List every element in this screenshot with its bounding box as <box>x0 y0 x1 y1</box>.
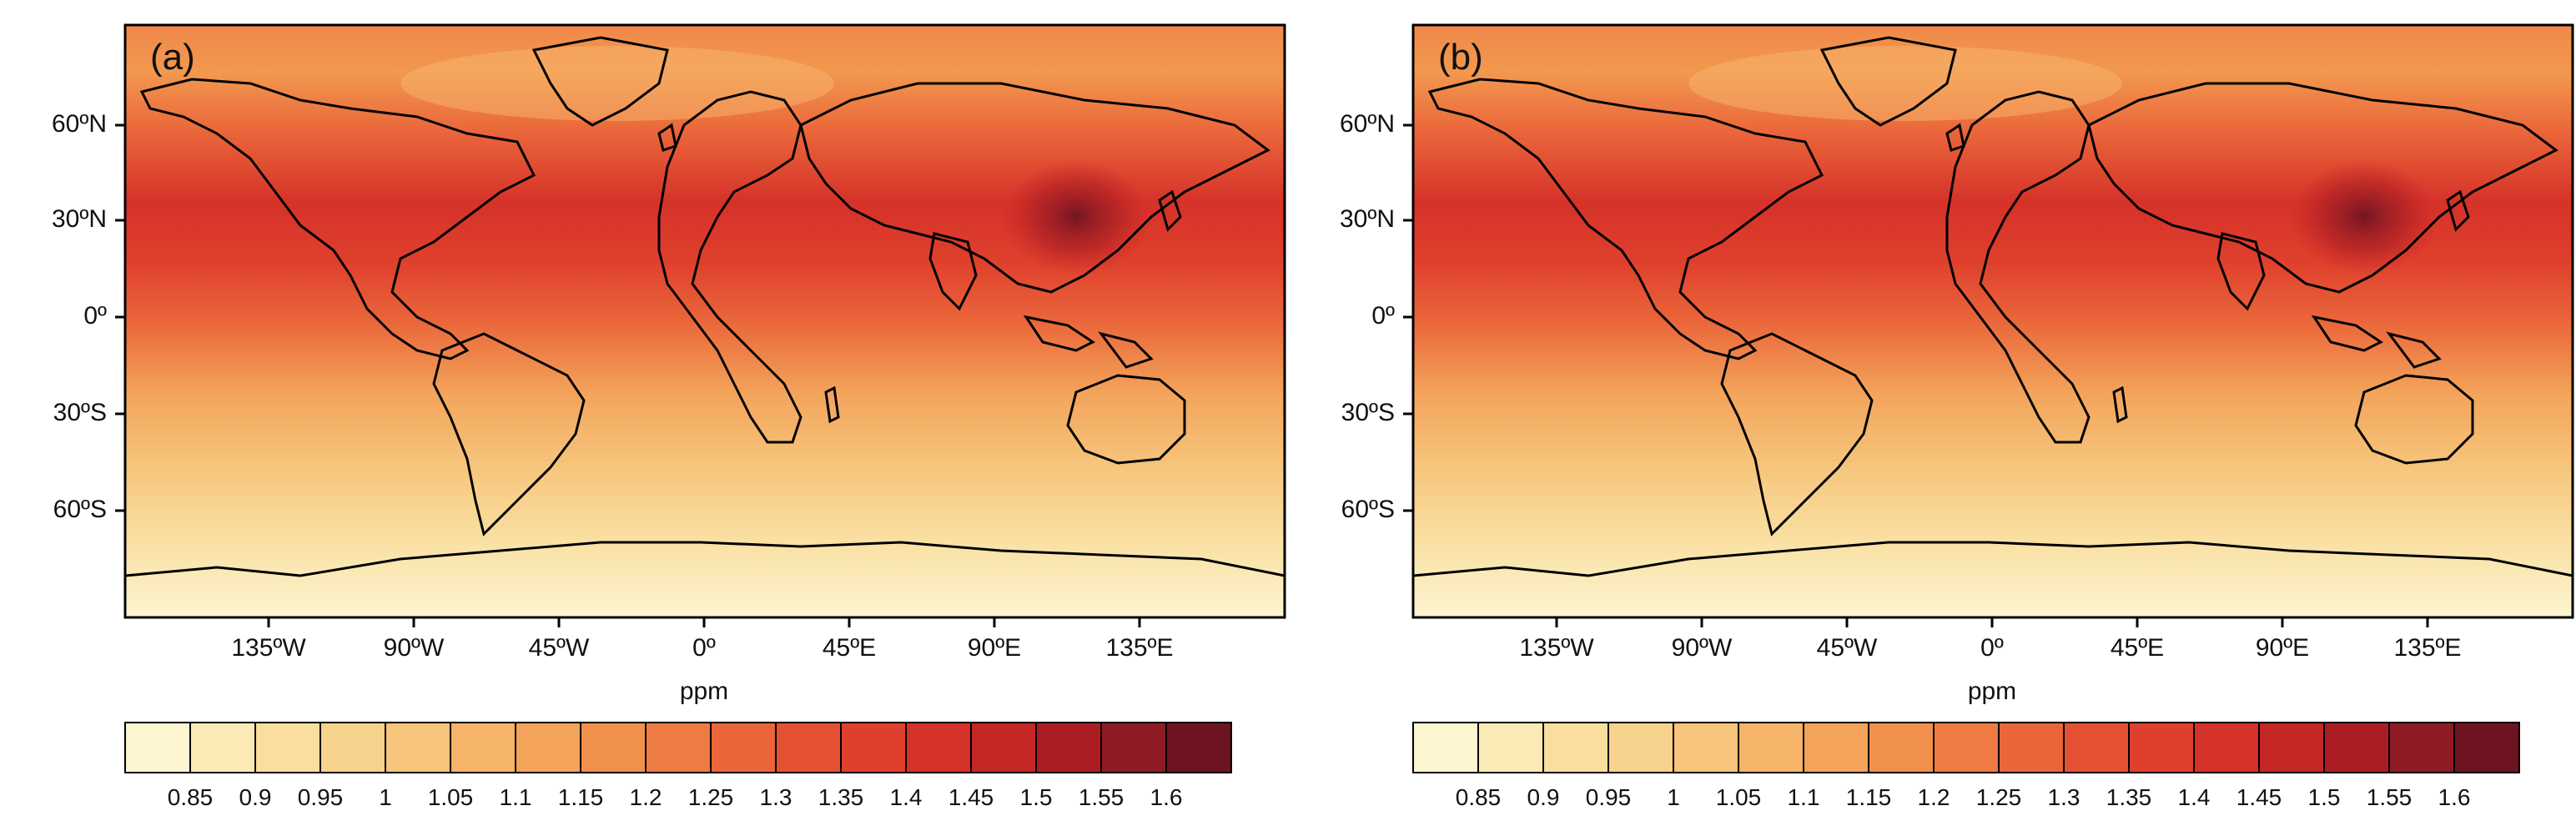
panel-label: (b) <box>1438 37 1483 78</box>
lat-label: 60ºN <box>52 110 107 138</box>
colorbar-tick: 0.9 <box>239 784 272 810</box>
colorbar-tick: 1.1 <box>1787 784 1820 810</box>
colorbar-tick: 1.15 <box>557 784 604 810</box>
colorbar-tick: 1.5 <box>1019 784 1053 810</box>
colorbar-tick: 1.45 <box>948 784 994 810</box>
colorbar-tick: 1.25 <box>687 784 734 810</box>
colorbar-tick: 1.35 <box>818 784 864 810</box>
lat-label: 30ºS <box>1341 399 1395 426</box>
lon-label: 90ºE <box>967 634 1022 662</box>
lat-label: 0º <box>1371 302 1395 330</box>
lon-label: 45ºW <box>1816 634 1878 662</box>
colorbar-tick: 1.6 <box>2438 784 2471 810</box>
colorbar <box>1412 722 2520 773</box>
colorbar-tick: 1.6 <box>1150 784 1183 810</box>
colorbar-tick: 1.3 <box>2047 784 2080 810</box>
axis-ticks <box>1403 123 2429 627</box>
colorbar-tick: 1.4 <box>2177 784 2211 810</box>
lat-label: 60ºN <box>1340 110 1395 138</box>
colorbar-tick: 1.2 <box>629 784 662 810</box>
colorbar-tick: 1.35 <box>2106 784 2152 810</box>
colorbar-tick: 1 <box>379 784 392 810</box>
colorbar-tick: 1.3 <box>759 784 792 810</box>
lon-label: 0º <box>692 634 716 662</box>
lon-label: 135ºE <box>2393 634 2462 662</box>
lon-label: 90ºW <box>1671 634 1733 662</box>
lon-label: 90ºW <box>383 634 445 662</box>
colorbar-unit: ppm <box>679 677 729 705</box>
high-latitude-minimum <box>1688 46 2122 121</box>
colorbar-tick: 0.85 <box>167 784 214 810</box>
colorbar-unit: ppm <box>1967 677 2017 705</box>
colorbar-tick: 1.1 <box>499 784 532 810</box>
colorbar-tick: 0.85 <box>1455 784 1502 810</box>
colorbar-tick: 1.05 <box>427 784 474 810</box>
colorbar <box>124 722 1232 773</box>
lat-label: 60ºS <box>53 496 107 523</box>
lat-label: 30ºN <box>1340 205 1395 233</box>
panel-label: (a) <box>150 37 195 78</box>
colorbar-tick: 1 <box>1667 784 1680 810</box>
lon-label: 45ºE <box>2110 634 2165 662</box>
lat-label: 30ºN <box>52 205 107 233</box>
colorbar-tick: 1.25 <box>1975 784 2022 810</box>
colorbar-tick: 1.55 <box>1078 784 1124 810</box>
high-latitude-minimum <box>400 46 834 121</box>
lon-label: 135ºE <box>1105 634 1174 662</box>
lat-label: 30ºS <box>53 399 107 426</box>
lon-label: 135ºW <box>231 634 306 662</box>
map-figure <box>1403 23 2574 773</box>
lat-label: 0º <box>83 302 107 330</box>
lon-label: 90ºE <box>2255 634 2310 662</box>
map-panel-b: (b) 60ºN 30ºN 0º 30ºS 60ºS 135ºW 90ºW 45… <box>1288 0 2576 826</box>
lon-label: 45ºW <box>528 634 590 662</box>
lon-label: 0º <box>1980 634 2004 662</box>
coastlines <box>125 36 1285 577</box>
colorbar-tick: 0.95 <box>1585 784 1632 810</box>
coastlines <box>1413 36 2573 577</box>
lon-label: 45ºE <box>822 634 877 662</box>
east-asia-maximum <box>1001 159 1151 275</box>
concentration-field <box>1413 25 2573 617</box>
colorbar-tick: 0.95 <box>297 784 344 810</box>
colorbar-tick: 1.15 <box>1845 784 1892 810</box>
lat-label: 60ºS <box>1341 496 1395 523</box>
colorbar-tick: 1.55 <box>2366 784 2412 810</box>
lon-label: 135ºW <box>1519 634 1594 662</box>
colorbar-tick: 1.4 <box>889 784 923 810</box>
axis-ticks <box>115 123 1141 627</box>
east-asia-maximum <box>2289 159 2439 275</box>
colorbar-tick: 1.05 <box>1715 784 1762 810</box>
colorbar-tick: 1.45 <box>2236 784 2282 810</box>
map-figure <box>115 23 1286 773</box>
colorbar-tick: 1.2 <box>1917 784 1950 810</box>
colorbar-tick: 0.9 <box>1527 784 1560 810</box>
concentration-field <box>125 25 1285 617</box>
map-panel-a: (a) 60ºN 30ºN 0º 30ºS 60ºS 135ºW 90ºW 45… <box>52 23 1286 810</box>
colorbar-tick: 1.5 <box>2307 784 2341 810</box>
